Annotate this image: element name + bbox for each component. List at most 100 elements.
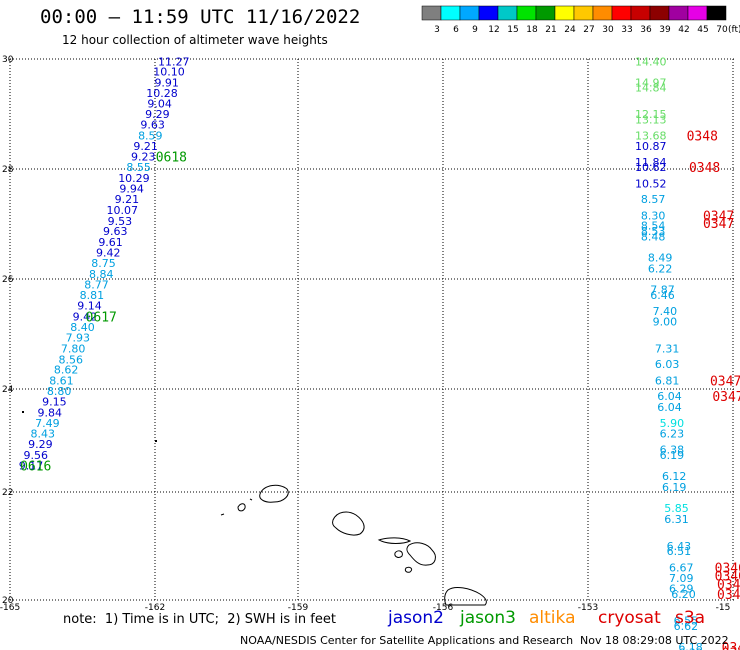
wave-height-label: 8.80 [47,385,72,398]
wave-height-labels: 11.2710.109.9110.289.049.299.638.599.219… [19,56,703,650]
wave-height-label: 6.39 [678,646,703,650]
pass-label: 0346 [717,578,740,593]
pass-label: 0346 [717,588,740,603]
colorbar-label: 42 [678,25,689,35]
wave-height-label: 10.87 [635,140,667,153]
island-niihau [237,503,246,512]
colorbar-unit: (ft) [728,25,740,35]
wave-height-label: 12.15 [635,108,667,121]
satellite-jason3: jason3 [460,608,516,628]
island-lanai [394,550,403,558]
wave-height-label: 10.62 [635,161,667,174]
wave-height-label: 8.59 [138,129,163,142]
pass-label: 0347 [703,217,734,232]
wave-height-label: 8.49 [648,252,673,265]
wave-height-label: 9.63 [140,118,165,131]
wave-height-label: 6.03 [655,358,680,371]
wave-height-label: 8.48 [641,230,666,243]
footer-credit: NOAA/NESDIS Center for Satellite Applica… [240,634,574,647]
wave-height-label: 6.46 [650,289,675,302]
colorbar-swatch [440,5,461,21]
wave-height-label: 6.62 [674,620,699,633]
x-tick-label: -162 [145,603,165,613]
wave-height-label: 8.81 [80,289,105,302]
pass-label: 0348 [687,129,718,144]
y-tick-label: 20 [2,596,14,606]
colorbar-label: 21 [545,25,556,35]
pass-label: 0348 [689,161,720,176]
colorbar-label: 70 [716,25,728,35]
colorbar-label: 24 [564,25,576,35]
wave-height-label: 9.15 [42,395,67,408]
pass-label: 0347 [712,390,740,405]
wave-height-label: 7.31 [655,342,680,355]
hawaiian-islands [220,484,487,606]
wave-height-label: 10.07 [107,204,139,217]
pass-label: 0617 [86,311,117,326]
wave-height-label: 8.43 [30,427,55,440]
pass-label: 0616 [20,459,51,474]
isolated-points [22,411,157,442]
wave-height-label: 9.00 [653,315,678,328]
wave-height-label: 9.61 [98,236,123,249]
colorbar-label: 36 [640,25,652,35]
wave-height-label: 7.80 [61,342,86,355]
wave-height-label: 14.84 [635,82,667,95]
colorbar-swatch [535,5,556,21]
footer-timestamp: Nov 18 08:29:08 UTC 2022 [580,634,729,647]
colorbar-swatch [516,5,537,21]
wave-height-label: 6.43 [667,540,692,553]
wave-height-label: 10.28 [146,87,178,100]
wave-height-label: 9.23 [131,150,156,163]
colorbar-swatch [573,5,594,21]
wave-height-label: 9.21 [115,193,140,206]
point-marker [22,411,24,413]
wave-height-label: 14.97 [635,76,667,89]
colorbar-swatch [668,5,689,21]
colorbar-swatch [611,5,632,21]
wave-height-label: 9.94 [119,182,144,195]
wave-height-label: 8.77 [84,279,109,292]
wave-height-label: 9.91 [154,76,179,89]
colorbar-label: 27 [583,25,594,35]
wave-height-label: 6.04 [657,401,682,414]
wave-height-label: 8.62 [54,364,79,377]
x-tick-label: -153 [578,603,598,613]
wave-height-label: 9.56 [23,449,48,462]
wave-height-label: 9.29 [145,108,170,121]
colorbar-label: 15 [507,25,518,35]
footer-note: note: 1) Time is in UTC; 2) SWH is in fe… [63,612,336,627]
y-tick-label: 22 [2,488,13,498]
wave-height-label: 10.10 [153,65,185,78]
axis-tick-labels: -165 -162 -159 -156 -153 -15 30 28 26 24 22 20 [0,55,730,613]
wave-height-label: 6.29 [669,583,694,596]
wave-height-label: 9.21 [133,140,158,153]
wave-height-label: 8.84 [89,268,114,281]
satellite-altika: altika [529,608,576,628]
colorbar-swatch [554,5,575,21]
page-title: 00:00 – 11:59 UTC 11/16/2022 [40,6,361,28]
map-grid [9,58,735,601]
colorbar-label: 45 [697,25,708,35]
wave-height-label: 6.19 [660,449,685,462]
wave-height-label: 6.12 [662,470,687,483]
colorbar-label: 30 [602,25,614,35]
wave-height-label: 10.29 [118,172,150,185]
pass-label: 0346 [715,562,740,577]
pass-label: 0347 [710,374,740,389]
wave-height-label: 9.42 [96,247,121,260]
wave-height-label: 9.84 [38,406,63,419]
y-tick-label: 26 [2,275,14,285]
point-marker [155,440,157,442]
colorbar-label: 12 [488,25,499,35]
wave-height-label: 11.84 [635,156,667,169]
island-oahu [332,511,365,536]
wave-height-label: 6.04 [657,390,682,403]
wave-height-label: 7.49 [35,417,60,430]
island-kahoolawe [404,566,413,573]
wave-height-label: 6.31 [664,513,689,526]
colorbar-label: 18 [526,25,538,35]
island-kaula [249,498,253,501]
wave-height-label: 8.56 [59,353,84,366]
